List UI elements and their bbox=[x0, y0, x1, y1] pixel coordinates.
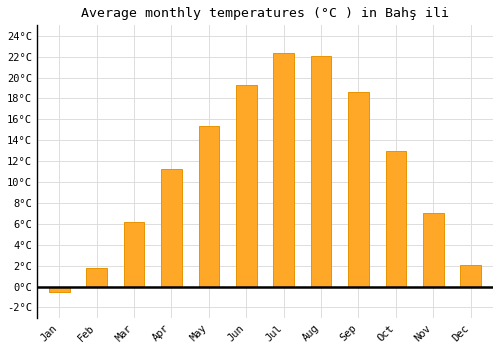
Bar bbox=[274, 54, 294, 287]
Bar bbox=[348, 92, 368, 287]
Bar bbox=[386, 150, 406, 287]
Bar bbox=[198, 126, 219, 287]
Bar bbox=[310, 56, 332, 287]
Bar bbox=[423, 214, 444, 287]
Bar bbox=[86, 268, 107, 287]
Bar bbox=[236, 85, 256, 287]
Bar bbox=[49, 287, 70, 292]
Bar bbox=[460, 265, 481, 287]
Bar bbox=[124, 222, 144, 287]
Title: Average monthly temperatures (°C ) in Bahş ili: Average monthly temperatures (°C ) in Ba… bbox=[81, 7, 449, 20]
Bar bbox=[161, 169, 182, 287]
